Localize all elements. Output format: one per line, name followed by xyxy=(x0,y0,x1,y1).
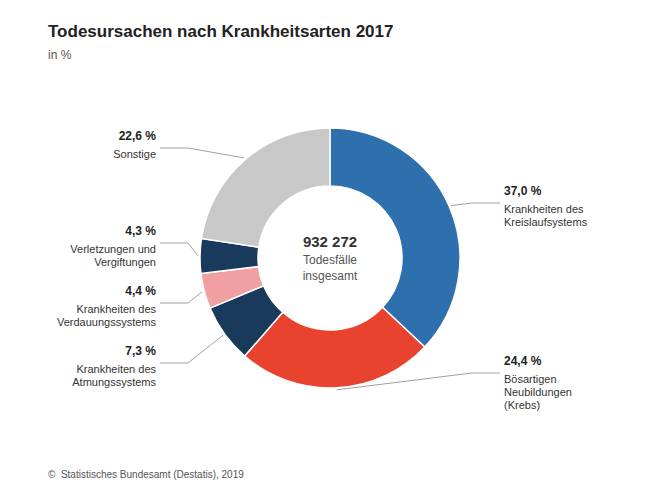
html-text:Todesursachen nach Krankheitsa: Todesursachen nach Krankheitsarten 2017 xyxy=(48,22,394,41)
svg-text:7,3 %: 7,3 % xyxy=(125,344,156,358)
html-text:932 272: 932 272 xyxy=(302,233,358,250)
svg-text:Sonstige: Sonstige xyxy=(113,148,156,160)
svg-text:Verletzungen undVergiftungen: Verletzungen undVergiftungen xyxy=(70,243,156,268)
html-text:in %: in % xyxy=(48,48,72,62)
svg-text:4,3 %: 4,3 % xyxy=(125,224,156,238)
svg-text:24,4 %: 24,4 % xyxy=(504,354,542,368)
svg-text:Krankheiten desAtmungssystems: Krankheiten desAtmungssystems xyxy=(72,363,156,388)
svg-text:22,6 %: 22,6 % xyxy=(119,129,157,143)
html-text:© Statistisches Bundesamt (Des: © Statistisches Bundesamt (Destatis), 20… xyxy=(48,469,244,480)
svg-text:37,0 %: 37,0 % xyxy=(504,184,542,198)
html-text:insgesamt: insgesamt xyxy=(302,269,358,283)
html-text:Todesfälle: Todesfälle xyxy=(303,253,357,267)
svg-text:BösartigenNeubildungen(Krebs): BösartigenNeubildungen(Krebs) xyxy=(504,373,572,411)
svg-text:Krankheiten desVerdauungssyste: Krankheiten desVerdauungssystems xyxy=(57,303,157,328)
svg-text:4,4 %: 4,4 % xyxy=(125,284,156,298)
svg-text:Krankheiten desKreislaufsystem: Krankheiten desKreislaufsystems xyxy=(504,203,588,228)
